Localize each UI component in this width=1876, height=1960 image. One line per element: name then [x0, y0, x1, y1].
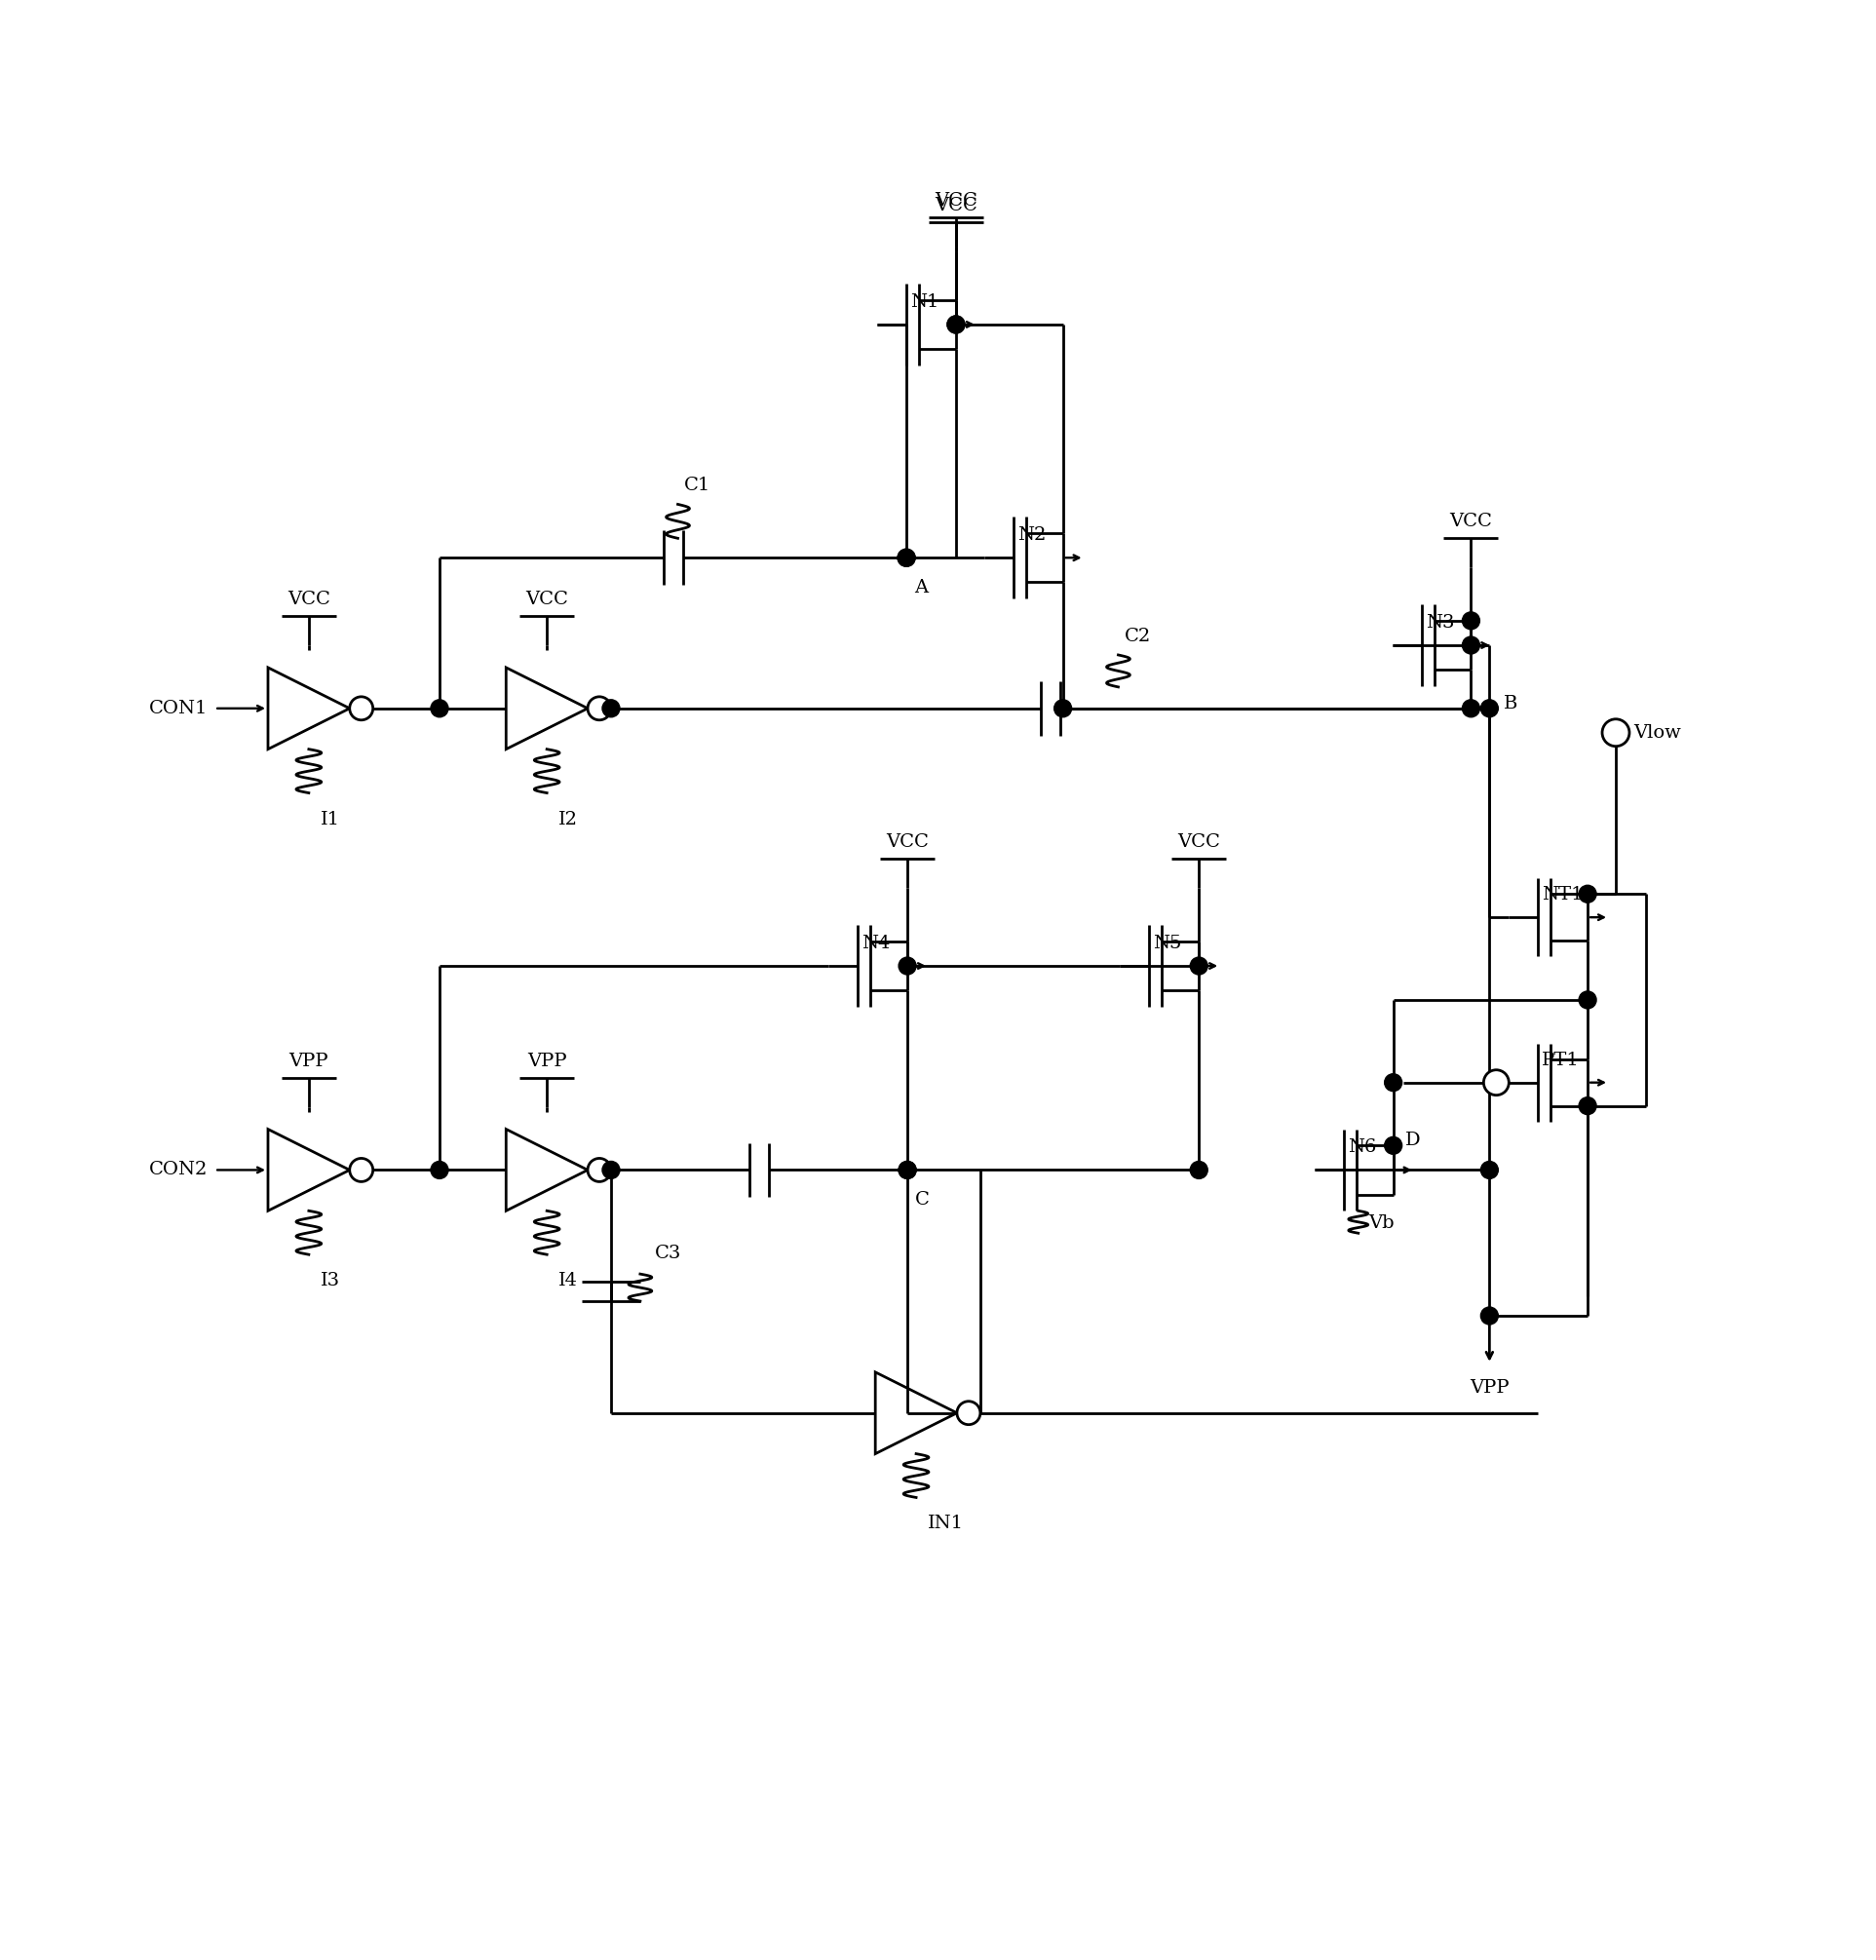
Text: A: A: [914, 578, 929, 596]
Circle shape: [1461, 612, 1480, 629]
Circle shape: [947, 316, 964, 333]
Text: VCC: VCC: [934, 192, 977, 210]
Text: N3: N3: [1426, 613, 1454, 631]
Text: Vlow: Vlow: [1634, 723, 1681, 741]
Circle shape: [349, 696, 373, 719]
Text: VPP: VPP: [527, 1053, 567, 1070]
Circle shape: [899, 956, 915, 974]
Circle shape: [947, 316, 964, 333]
Text: Vb: Vb: [1368, 1215, 1394, 1233]
Text: C: C: [915, 1192, 930, 1209]
Circle shape: [587, 696, 612, 719]
Circle shape: [1384, 1074, 1401, 1092]
Text: D: D: [1405, 1131, 1420, 1149]
Text: I1: I1: [321, 809, 340, 827]
Text: CON2: CON2: [148, 1160, 208, 1178]
Circle shape: [1580, 1098, 1596, 1115]
Circle shape: [1461, 637, 1480, 655]
Text: VCC: VCC: [885, 833, 929, 851]
Text: IN1: IN1: [929, 1515, 964, 1533]
Circle shape: [899, 1160, 915, 1178]
Circle shape: [1480, 1307, 1499, 1325]
Text: VCC: VCC: [1178, 833, 1219, 851]
Text: I2: I2: [559, 809, 578, 827]
Circle shape: [1602, 719, 1630, 747]
Text: C1: C1: [685, 476, 711, 494]
Circle shape: [431, 1160, 448, 1178]
Circle shape: [431, 700, 448, 717]
Circle shape: [1384, 1137, 1401, 1154]
Circle shape: [1461, 700, 1480, 717]
Circle shape: [602, 700, 619, 717]
Text: VPP: VPP: [289, 1053, 328, 1070]
Text: VPP: VPP: [1469, 1380, 1510, 1396]
Circle shape: [1480, 1160, 1499, 1178]
Circle shape: [1480, 700, 1499, 717]
Circle shape: [1189, 956, 1208, 974]
Text: N5: N5: [1154, 935, 1182, 953]
Circle shape: [899, 1160, 915, 1178]
Text: VCC: VCC: [1450, 514, 1493, 531]
Circle shape: [1189, 1160, 1208, 1178]
Circle shape: [957, 1401, 981, 1425]
Text: B: B: [1505, 694, 1518, 711]
Circle shape: [1484, 1070, 1508, 1096]
Circle shape: [349, 1158, 373, 1182]
Text: N4: N4: [861, 935, 891, 953]
Text: VCC: VCC: [934, 196, 977, 214]
Circle shape: [899, 549, 915, 566]
Text: I4: I4: [559, 1272, 578, 1290]
Text: N6: N6: [1347, 1139, 1377, 1156]
Circle shape: [1580, 992, 1596, 1009]
Text: CON1: CON1: [148, 700, 208, 717]
Text: NT1: NT1: [1542, 886, 1583, 904]
Circle shape: [587, 1158, 612, 1182]
Text: C2: C2: [1124, 627, 1152, 645]
Circle shape: [1054, 700, 1071, 717]
Circle shape: [1580, 886, 1596, 904]
Text: C3: C3: [655, 1245, 681, 1262]
Text: VCC: VCC: [287, 590, 330, 608]
Text: PT1: PT1: [1542, 1051, 1580, 1068]
Circle shape: [602, 1160, 619, 1178]
Text: I3: I3: [321, 1272, 340, 1290]
Text: N2: N2: [1017, 527, 1045, 545]
Text: VCC: VCC: [525, 590, 568, 608]
Text: N1: N1: [910, 294, 938, 312]
Circle shape: [899, 549, 915, 566]
